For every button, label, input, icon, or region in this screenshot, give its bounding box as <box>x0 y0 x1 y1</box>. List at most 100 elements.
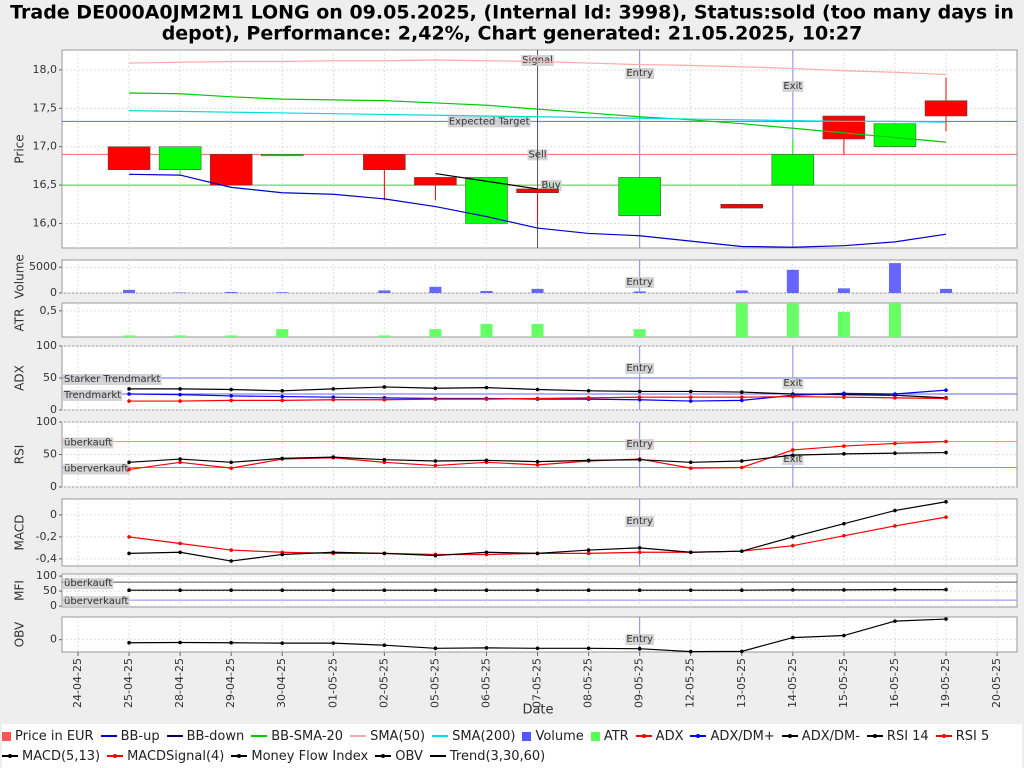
point <box>688 550 693 555</box>
y-tick-label: 100 <box>36 569 57 582</box>
point <box>791 543 795 548</box>
point <box>331 455 336 459</box>
bar <box>531 288 544 293</box>
point <box>127 460 131 465</box>
x-tick-label: 16-05-25 <box>888 658 901 708</box>
legend-marker <box>635 733 652 738</box>
point <box>331 588 336 592</box>
point <box>178 399 182 403</box>
label-box <box>782 81 804 92</box>
point <box>842 391 846 396</box>
point <box>637 546 642 550</box>
event-label: Exit <box>783 378 802 389</box>
y-axis-label: OBV <box>13 621 27 647</box>
candle-body <box>873 123 917 147</box>
reference-label: Expected Target <box>449 116 530 127</box>
line <box>129 92 947 143</box>
y-tick-label: 100 <box>36 415 57 428</box>
point <box>535 387 540 392</box>
bar <box>786 303 799 337</box>
legend-item: ADX <box>635 726 683 746</box>
point <box>382 588 387 592</box>
legend-marker <box>522 731 532 741</box>
y-tick-label: 0 <box>50 480 57 493</box>
point <box>842 395 846 400</box>
y-tick-label: 17,0 <box>33 140 58 153</box>
legend-label: RSI 5 <box>955 728 990 744</box>
point <box>688 389 693 394</box>
x-tick-label: 19-05-25 <box>939 658 952 708</box>
point <box>127 392 131 396</box>
candle-body <box>363 154 406 170</box>
point <box>688 460 693 465</box>
bar <box>531 323 544 337</box>
bar <box>786 269 799 293</box>
point <box>433 397 438 401</box>
point <box>535 551 540 556</box>
point <box>739 549 744 553</box>
legend-item: BB-SMA-20 <box>251 726 343 746</box>
legend-label: RSI 14 <box>886 728 929 744</box>
y-tick-label: 0 <box>50 286 57 299</box>
legend-label: ADX/DM- <box>801 728 860 744</box>
point <box>944 439 948 444</box>
point <box>586 551 591 556</box>
y-axis-label: MACD <box>13 515 27 551</box>
reference-label: überkauft <box>64 438 112 449</box>
bar <box>429 286 442 293</box>
point <box>229 548 233 552</box>
label-box <box>625 277 655 288</box>
point <box>637 457 642 462</box>
point <box>178 550 182 555</box>
legend-item: Volume <box>522 726 584 746</box>
line <box>435 172 538 190</box>
legend: Price in EUR BB-up BB-down BB-SMA-20 SMA(50)… <box>2 724 1022 768</box>
bar <box>378 290 391 293</box>
y-tick-label: 0,5 <box>40 304 58 317</box>
point <box>842 588 846 592</box>
x-tick-label: 12-05-25 <box>684 658 697 708</box>
point <box>637 550 642 555</box>
point <box>229 398 233 403</box>
point <box>893 524 897 528</box>
candle-body <box>414 177 457 186</box>
y-tick-label: 5000 <box>29 260 57 273</box>
candle-body <box>822 115 866 140</box>
point <box>178 588 182 592</box>
y-axis-label: MFI <box>13 580 27 601</box>
reference-label: Starker Trendmarkt <box>64 374 161 385</box>
point <box>893 619 897 623</box>
event-label: Exit <box>783 454 802 465</box>
bar <box>480 290 493 293</box>
label-box <box>625 634 655 645</box>
bar <box>888 263 901 293</box>
point <box>791 394 795 399</box>
point <box>842 444 846 448</box>
x-axis-label: Date <box>522 703 553 718</box>
legend-label: BB-down <box>186 728 245 744</box>
plot-area <box>61 49 1018 249</box>
point <box>586 458 591 463</box>
plot-area <box>61 616 1018 653</box>
legend-dot <box>237 753 242 758</box>
x-tick-label: 01-05-25 <box>326 658 339 708</box>
y-tick-label: 0 <box>50 633 57 646</box>
point <box>178 387 182 391</box>
point <box>637 389 642 394</box>
legend-item: Price in EUR <box>2 726 94 746</box>
y-axis-label: ADX <box>13 365 27 391</box>
legend-marker <box>231 753 248 758</box>
legend-marker <box>2 731 11 741</box>
bar <box>480 323 493 337</box>
point <box>893 441 897 446</box>
point <box>944 617 948 621</box>
point <box>893 392 897 396</box>
plot-area <box>61 498 1018 567</box>
legend-label: OBV <box>395 748 423 764</box>
point <box>739 588 744 592</box>
legend-marker <box>781 733 798 738</box>
x-tick-label: 13-05-25 <box>735 658 748 708</box>
line <box>129 110 947 123</box>
legend-item: OBV <box>375 746 423 766</box>
point <box>586 389 591 393</box>
